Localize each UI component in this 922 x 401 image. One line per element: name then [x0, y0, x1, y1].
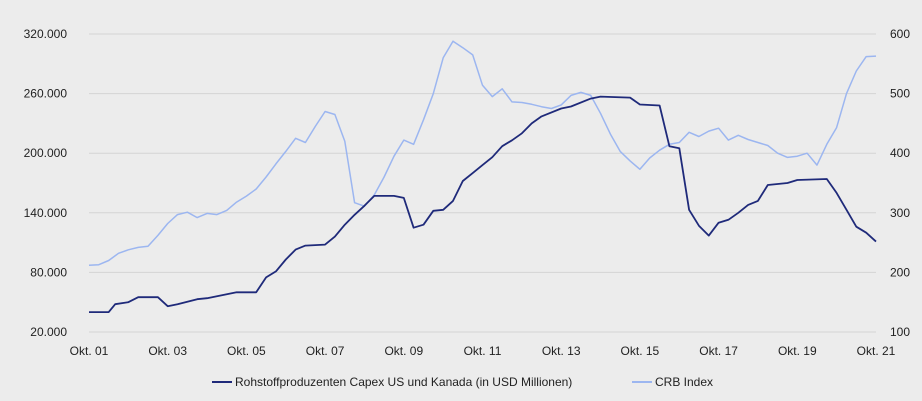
series-lines	[88, 40, 877, 313]
y-left-tick-label: 80.000	[30, 265, 67, 279]
crb-index-series-line	[88, 40, 877, 266]
y-right-tick-label: 300	[890, 206, 910, 220]
y-right-tick-label: 400	[890, 146, 910, 160]
y-right-tick-label: 200	[890, 265, 910, 279]
x-tick-label: Okt. 09	[384, 344, 423, 358]
x-tick-label: Okt. 11	[464, 344, 502, 358]
y-left-tick-label: 20.000	[30, 325, 67, 339]
y-left-tick-label: 140.000	[24, 206, 68, 220]
x-tick-label: Okt. 19	[778, 344, 817, 358]
x-tick-label: Okt. 05	[227, 344, 266, 358]
x-tick-label: Okt. 13	[542, 344, 581, 358]
x-tick-label: Okt. 21	[857, 344, 896, 358]
y-right-tick-label: 600	[890, 27, 910, 41]
x-tick-label: Okt. 15	[621, 344, 660, 358]
left-axis-tick-labels: 20.000 80.000 140.000 200.000 260.000 320.000	[24, 27, 68, 339]
y-right-tick-label: 500	[890, 87, 910, 101]
legend-label-capex: Rohstoffproduzenten Capex US und Kanada …	[235, 375, 572, 389]
x-axis-tick-labels: Okt. 01 Okt. 03 Okt. 05 Okt. 07 Okt. 09 Okt. …	[70, 344, 896, 358]
x-tick-label: Okt. 07	[306, 344, 345, 358]
y-left-tick-label: 260.000	[24, 87, 68, 101]
x-tick-label: Okt. 01	[70, 344, 109, 358]
capex-series-line	[89, 95, 877, 313]
right-axis-tick-labels: 100 200 300 400 500 600	[890, 27, 910, 339]
x-tick-label: Okt. 03	[148, 344, 187, 358]
x-tick-label: Okt. 17	[699, 344, 738, 358]
y-left-tick-label: 320.000	[24, 27, 68, 41]
legend-label-crb: CRB Index	[655, 375, 713, 389]
legend: Rohstoffproduzenten Capex US und Kanada …	[212, 375, 713, 389]
y-left-tick-label: 200.000	[24, 146, 68, 160]
y-right-tick-label: 100	[890, 325, 910, 339]
